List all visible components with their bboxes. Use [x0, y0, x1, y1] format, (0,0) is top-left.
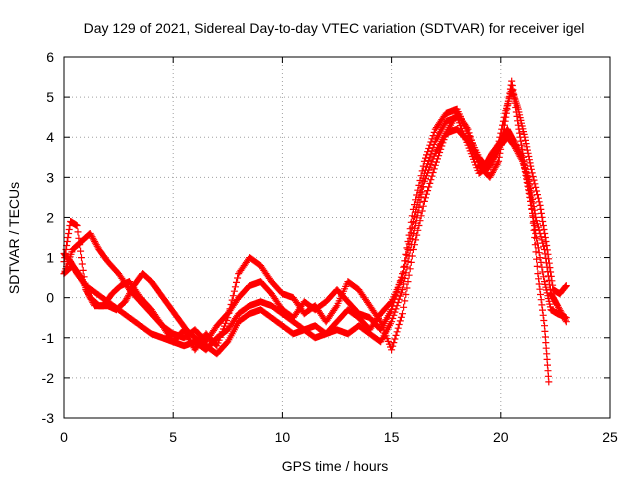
- y-tick-label: -1: [42, 330, 55, 346]
- y-tick-label: -2: [42, 370, 55, 386]
- series-markers: [60, 77, 553, 386]
- x-tick-label: 10: [275, 429, 291, 445]
- axis-ticks: 0 5 10 15 20 25 -3 -2 -1 0 1 2 3 4 5 6: [42, 49, 618, 445]
- y-tick-label: 3: [46, 169, 54, 185]
- x-tick-label: 20: [493, 429, 509, 445]
- grid: [64, 57, 610, 418]
- x-tick-label: 5: [169, 429, 177, 445]
- y-tick-label: 6: [46, 49, 54, 65]
- y-tick-label: 0: [46, 290, 54, 306]
- x-tick-label: 0: [60, 429, 68, 445]
- series-track-c: [60, 77, 553, 386]
- y-axis-label: SDTVAR / TECUs: [6, 182, 22, 294]
- x-tick-label: 15: [384, 429, 400, 445]
- y-tick-label: 1: [46, 250, 54, 266]
- chart-title: Day 129 of 2021, Sidereal Day-to-day VTE…: [84, 20, 585, 36]
- y-tick-label: 4: [46, 129, 54, 145]
- y-tick-label: 2: [46, 209, 54, 225]
- x-axis-label: GPS time / hours: [282, 458, 389, 474]
- y-tick-label: 5: [46, 89, 54, 105]
- plot-frame: [63, 56, 611, 419]
- y-tick-label: -3: [42, 410, 55, 426]
- data-series: [60, 77, 570, 386]
- x-tick-label: 25: [602, 429, 618, 445]
